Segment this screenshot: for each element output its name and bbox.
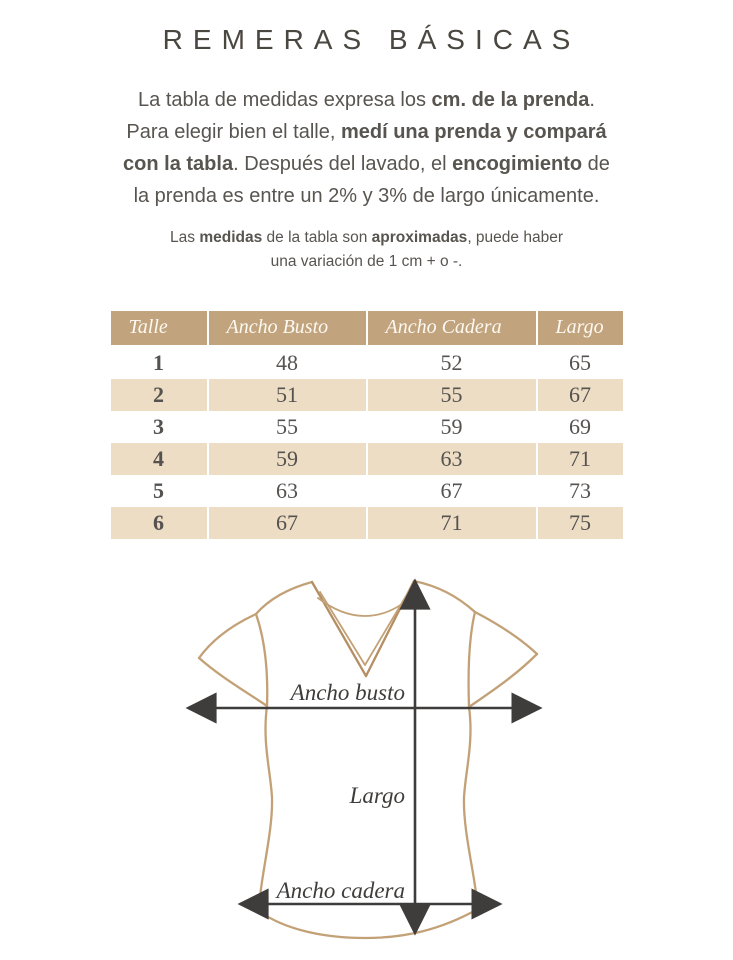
svg-text:Ancho cadera: Ancho cadera (275, 878, 405, 903)
svg-text:Largo: Largo (349, 783, 405, 808)
svg-text:Ancho busto: Ancho busto (289, 680, 405, 705)
